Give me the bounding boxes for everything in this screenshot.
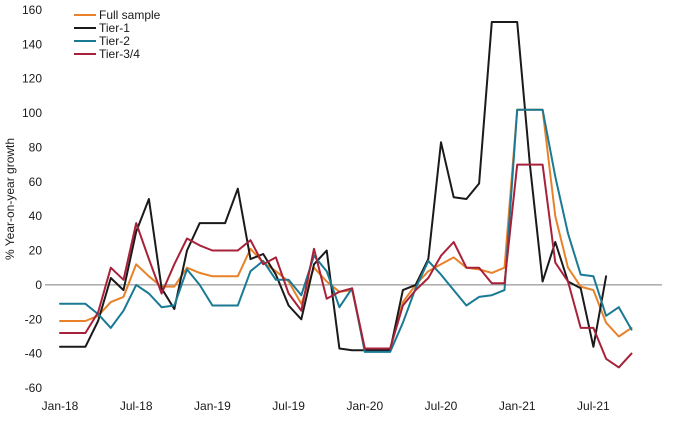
y-tick-label: 80 — [29, 140, 43, 154]
y-tick-label: 20 — [29, 244, 43, 258]
y-tick-label: 40 — [29, 209, 43, 223]
x-tick-label: Jan-20 — [346, 399, 383, 413]
y-tick-label: 0 — [35, 278, 42, 292]
legend-label-tier-2: Tier-2 — [99, 34, 130, 48]
series-line-tier-3-4 — [59, 163, 633, 369]
y-axis-title: % Year-on-year growth — [3, 138, 17, 260]
legend-label-full-sample: Full sample — [99, 8, 161, 22]
series-line-tier-1 — [59, 21, 608, 352]
x-tick-label: Jan-19 — [194, 399, 231, 413]
legend-label-tier-1: Tier-1 — [99, 21, 130, 35]
series-line-full-sample — [59, 108, 633, 350]
y-tick-label: 120 — [22, 72, 42, 86]
series-line-tier-2 — [59, 108, 633, 353]
x-tick-label: Jul-20 — [425, 399, 458, 413]
y-tick-label: -20 — [25, 312, 43, 326]
x-tick-label: Jul-19 — [272, 399, 305, 413]
x-tick-label: Jul-21 — [577, 399, 610, 413]
x-tick-label: Jul-18 — [120, 399, 153, 413]
y-tick-label: 100 — [22, 106, 42, 120]
axes: -60 -40 -20 0 20 40 60 80 100 120 140 160 Jan-18 Jul-… — [3, 3, 662, 413]
y-tick-label: -60 — [25, 381, 43, 395]
series-lines — [59, 21, 633, 369]
y-tick-label: 160 — [22, 3, 42, 17]
y-tick-label: -40 — [25, 347, 43, 361]
x-tick-label: Jan-21 — [499, 399, 536, 413]
x-tick-label: Jan-18 — [42, 399, 79, 413]
y-tick-label: 140 — [22, 37, 42, 51]
y-tick-label: 60 — [29, 175, 43, 189]
legend-label-tier-3-4: Tier-3/4 — [99, 47, 140, 61]
